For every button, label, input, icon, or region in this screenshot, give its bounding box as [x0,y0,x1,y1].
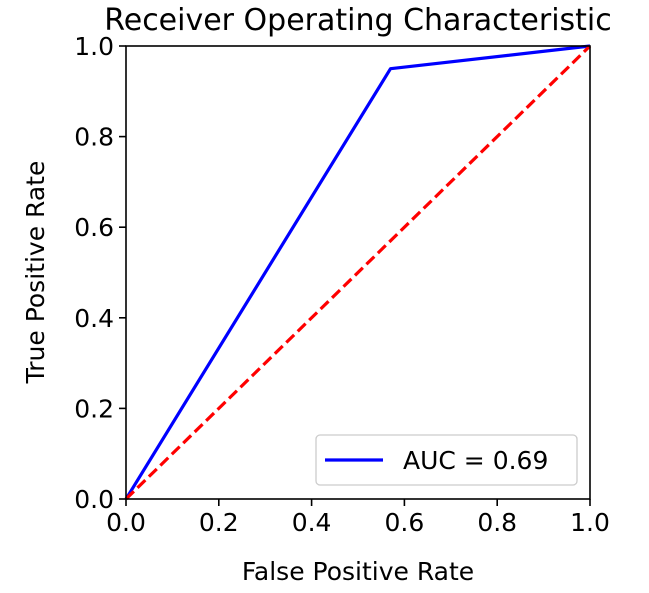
y-axis-label: True Positive Rate [21,161,50,385]
y-tick-label: 0.0 [74,485,114,514]
x-tick-label: 0.8 [477,508,517,537]
chart-title: Receiver Operating Characteristic [104,3,612,38]
chance-diagonal-line [124,44,592,501]
x-axis-label: False Positive Rate [242,557,474,586]
x-tick-label: 0.0 [106,508,146,537]
y-tick-label: 1.0 [74,32,114,61]
y-tick-label: 0.2 [74,394,114,423]
x-tick-label: 1.0 [570,508,610,537]
roc-curve-line [124,44,591,500]
legend-label: AUC = 0.69 [403,446,548,475]
x-tick-label: 0.4 [292,508,332,537]
legend-box [315,434,578,486]
x-tick-label: 0.6 [385,508,425,537]
x-tick-label: 0.2 [199,508,239,537]
axes-frame [125,45,591,500]
y-tick-label: 0.8 [74,123,114,152]
plot-area: 0.0 0.2 0.4 0.6 0.8 1.0 0.0 0.2 0.4 0.6 0.8 1.0 AUC … [74,32,610,537]
y-tick-label: 0.6 [74,213,114,242]
y-tick-label: 0.4 [74,304,114,333]
